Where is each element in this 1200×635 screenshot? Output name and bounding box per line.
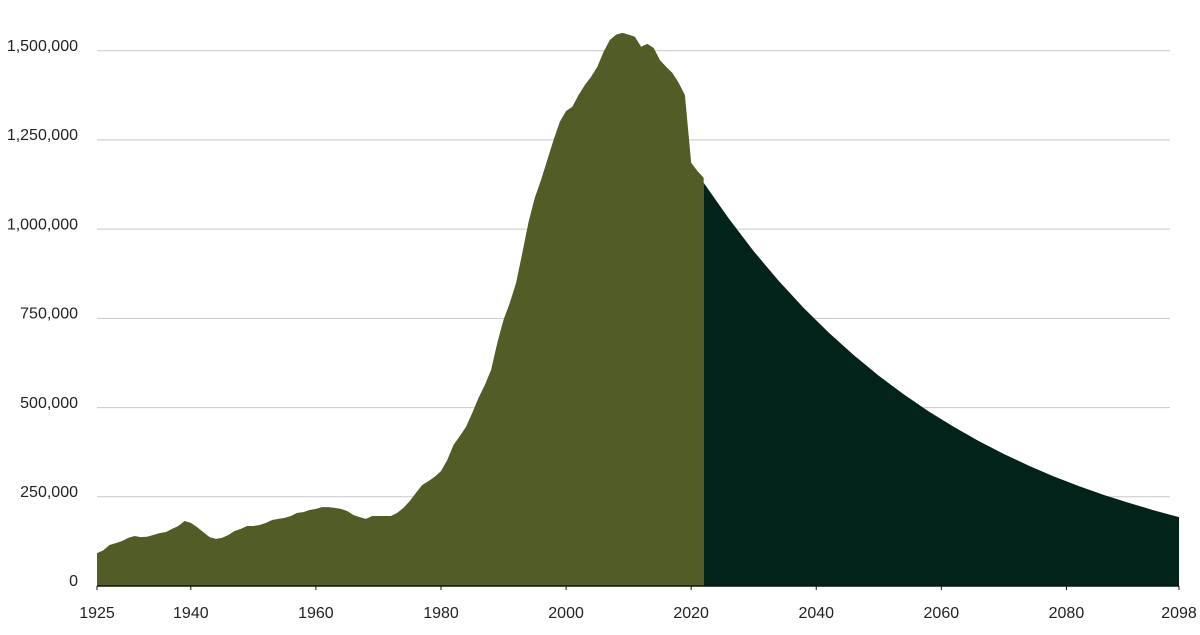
x-tick-label: 2060 [924, 605, 960, 622]
x-tick-label: 1940 [173, 605, 209, 622]
y-tick-label: 1,000,000 [7, 216, 78, 233]
x-tick-label: 2020 [673, 605, 709, 622]
y-tick-label: 500,000 [20, 395, 78, 412]
y-tick-label: 250,000 [20, 484, 78, 501]
x-tick-label: 2080 [1049, 605, 1085, 622]
area [97, 32, 704, 586]
x-tick-label: 2000 [548, 605, 584, 622]
y-tick-label: 1,250,000 [7, 127, 78, 144]
y-tick-label: 750,000 [20, 306, 78, 323]
x-tick-label: 1980 [423, 605, 459, 622]
x-tick-label: 1925 [79, 605, 115, 622]
area [703, 182, 1179, 586]
x-tick-label: 2098 [1161, 605, 1197, 622]
x-tick-label: 1960 [298, 605, 334, 622]
y-tick-label: 0 [69, 573, 78, 590]
y-tick-label: 1,500,000 [7, 38, 78, 55]
x-tick-label: 2040 [798, 605, 834, 622]
